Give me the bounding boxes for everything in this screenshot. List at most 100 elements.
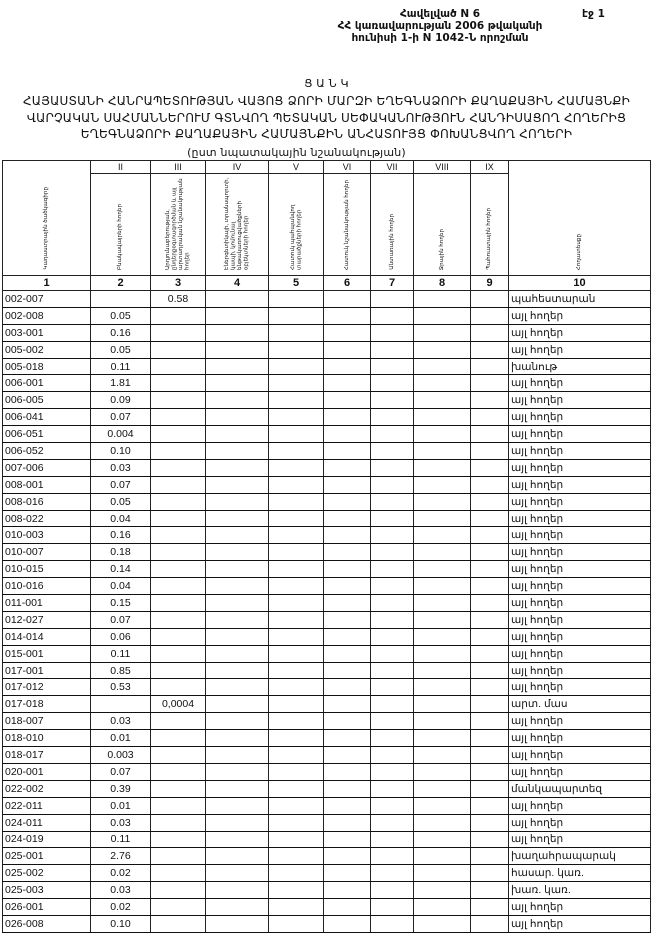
empty-cell <box>370 898 414 916</box>
empty-cell <box>413 290 471 308</box>
empty-cell <box>413 306 471 325</box>
industrial-land-area <box>150 661 206 680</box>
empty-cell <box>413 796 471 815</box>
table-row: 006-041 0.07 այլ հողեր <box>2 408 651 427</box>
industrial-land-area <box>150 678 206 697</box>
cadastral-code: 007-006 <box>2 458 91 477</box>
empty-cell <box>205 475 269 494</box>
land-table: Կադաստրային ծածկագիրը II III IV V VI VII VIII IX… <box>2 160 651 933</box>
empty-cell <box>470 678 509 697</box>
empty-cell <box>413 560 471 579</box>
cadastral-code: 010-003 <box>2 526 91 545</box>
industrial-land-area <box>150 729 206 748</box>
empty-cell <box>370 644 414 663</box>
empty-cell <box>268 695 324 714</box>
settlement-land-area: 0.11 <box>90 830 151 849</box>
empty-cell <box>323 425 371 444</box>
column-number: 9 <box>470 275 509 291</box>
column-header: Անտառային հողեր <box>370 173 414 276</box>
industrial-land-area <box>150 357 206 376</box>
land-type: այլ հողեր <box>508 610 651 629</box>
settlement-land-area: 0.07 <box>90 610 151 629</box>
empty-cell <box>413 408 471 427</box>
empty-cell <box>370 577 414 596</box>
empty-cell <box>268 746 324 764</box>
empty-cell <box>323 746 371 764</box>
column-number: 4 <box>205 275 269 291</box>
empty-cell <box>470 847 509 866</box>
empty-cell <box>413 509 471 528</box>
cadastral-code: 022-011 <box>2 796 91 815</box>
column-header-label: Անտառային հողեր <box>388 214 395 270</box>
empty-cell <box>268 458 324 477</box>
empty-cell <box>370 306 414 325</box>
column-header-label: Հողատեսքը <box>576 233 583 270</box>
empty-cell <box>268 560 324 579</box>
empty-cell <box>323 543 371 562</box>
land-type: այլ հողեր <box>508 475 651 494</box>
table-row: 012-027 0.07 այլ հողեր <box>2 610 651 629</box>
land-type: այլ հողեր <box>508 898 651 916</box>
table-row: 026-001 0.02 այլ հողեր <box>2 898 651 916</box>
settlement-land-area: 0.03 <box>90 458 151 477</box>
settlement-land-area: 0.03 <box>90 712 151 731</box>
empty-cell <box>413 661 471 680</box>
empty-cell <box>370 374 414 393</box>
industrial-land-area <box>150 594 206 612</box>
land-type: այլ հողեր <box>508 425 651 444</box>
empty-cell <box>370 340 414 359</box>
settlement-land-area: 0.11 <box>90 357 151 376</box>
table-row: 007-006 0.03 այլ հողեր <box>2 458 651 477</box>
industrial-land-area <box>150 881 206 900</box>
table-row: 018-010 0.01 այլ հողեր <box>2 729 651 748</box>
empty-cell <box>268 594 324 612</box>
roman-numeral: VI <box>323 160 371 174</box>
roman-row: Կադաստրային ծածկագիրը II III IV V VI VII VIII IX… <box>2 160 651 276</box>
settlement-land-area: 2.76 <box>90 847 151 866</box>
empty-cell <box>413 762 471 781</box>
empty-cell <box>205 306 269 325</box>
land-type: այլ հողեր <box>508 746 651 764</box>
industrial-land-area <box>150 644 206 663</box>
settlement-land-area: 0.53 <box>90 678 151 697</box>
empty-cell <box>413 391 471 410</box>
empty-cell <box>205 712 269 731</box>
empty-cell <box>205 492 269 511</box>
column-header: Էներգետիկայի, տրանսպորտի, կապի, կոմունալ… <box>205 173 269 276</box>
settlement-land-area: 0.07 <box>90 762 151 781</box>
empty-cell <box>470 425 509 444</box>
industrial-land-area <box>150 813 206 832</box>
industrial-land-area <box>150 830 206 849</box>
table-row: 005-002 0.05 այլ հողեր <box>2 340 651 359</box>
empty-cell <box>323 627 371 646</box>
land-type: այլ հողեր <box>508 813 651 832</box>
empty-cell <box>470 442 509 460</box>
empty-cell <box>323 577 371 596</box>
empty-cell <box>370 627 414 646</box>
cadastral-code: 024-019 <box>2 830 91 849</box>
land-type: պահեստարան <box>508 290 651 308</box>
land-type: այլ հողեր <box>508 374 651 393</box>
cadastral-code: 006-052 <box>2 442 91 460</box>
industrial-land-area <box>150 610 206 629</box>
empty-cell <box>413 678 471 697</box>
empty-cell <box>370 813 414 832</box>
industrial-land-area <box>150 560 206 579</box>
cadastral-code: 014-014 <box>2 627 91 646</box>
title-line-2: ՎԱՐՉԱԿԱՆ ՍԱՀՄԱՆՆԵՐՈՒՄ ԳՏՆՎՈՂ ՊԵՏԱԿԱՆ ՍԵՓ… <box>26 111 627 125</box>
empty-cell <box>413 543 471 562</box>
column-number: 2 <box>90 275 151 291</box>
table-row: 017-012 0.53 այլ հողեր <box>2 678 651 697</box>
empty-cell <box>205 357 269 376</box>
empty-cell <box>205 577 269 596</box>
empty-cell <box>470 526 509 545</box>
column-header-label: Ջրային հողեր <box>438 228 445 270</box>
empty-cell <box>470 323 509 342</box>
table-row: 015-001 0.11 այլ հողեր <box>2 644 651 663</box>
settlement-land-area: 0.02 <box>90 898 151 916</box>
settlement-land-area: 0.04 <box>90 509 151 528</box>
empty-cell <box>370 762 414 781</box>
table-row: 006-005 0.09 այլ հողեր <box>2 391 651 410</box>
column-header: Ջրային հողեր <box>413 173 471 276</box>
empty-cell <box>323 678 371 697</box>
